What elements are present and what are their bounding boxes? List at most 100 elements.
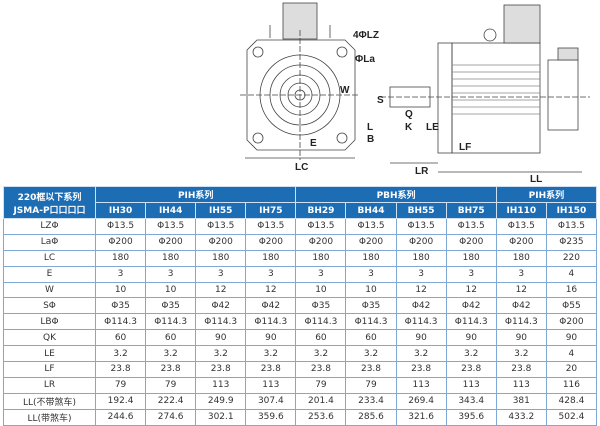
model-header: IH110 bbox=[495, 202, 547, 219]
label-l: L bbox=[367, 122, 373, 133]
label-le: LE bbox=[426, 122, 439, 133]
table-cell: 180 bbox=[395, 249, 447, 267]
table-cell: Φ200 bbox=[495, 233, 547, 251]
table-cell: Φ114.3 bbox=[345, 313, 397, 331]
table-row: LL(不带煞车) 192.4 222.4 249.9 307.4 201.4 233.4 26… bbox=[3, 392, 598, 410]
table-cell: 244.6 bbox=[94, 408, 147, 426]
table-cell: 180 bbox=[94, 249, 147, 267]
table-cell: 79 bbox=[345, 376, 397, 394]
table-cell: 23.8 bbox=[445, 361, 497, 378]
table-cell: Φ200 bbox=[94, 233, 147, 251]
table-cell: 3.2 bbox=[195, 345, 247, 363]
table-cell: Φ114.3 bbox=[495, 313, 547, 331]
table-cell: 220 bbox=[545, 249, 598, 267]
table-cell: Φ114.3 bbox=[245, 313, 297, 331]
table-cell: 502.4 bbox=[545, 408, 598, 426]
table-cell: 201.4 bbox=[295, 392, 347, 410]
table-cell: 253.6 bbox=[295, 408, 347, 426]
group-header: PIH系列 bbox=[495, 186, 598, 203]
table-cell: Φ114.3 bbox=[145, 313, 197, 331]
label-s: S bbox=[377, 95, 384, 106]
table-cell: 428.4 bbox=[545, 392, 598, 410]
label-4-lz: 4ΦLZ bbox=[353, 30, 379, 41]
table-cell: Φ200 bbox=[195, 233, 247, 251]
table-cell: 180 bbox=[345, 249, 397, 267]
table-cell: Φ42 bbox=[395, 297, 447, 315]
table-cell: 23.8 bbox=[195, 361, 247, 378]
table-cell: Φ35 bbox=[295, 297, 347, 315]
table-cell: 12 bbox=[395, 281, 447, 299]
model-header: BH44 bbox=[345, 202, 397, 219]
label-b: B bbox=[367, 134, 374, 145]
model-header: BH75 bbox=[445, 202, 497, 219]
side-view bbox=[380, 4, 590, 173]
table-cell: 113 bbox=[245, 376, 297, 394]
table-cell: 3.2 bbox=[245, 345, 297, 363]
row-label: LC bbox=[3, 249, 96, 267]
label-ll: LL bbox=[530, 174, 542, 185]
table-row: LF 23.8 23.8 23.8 23.8 23.8 23.8 23.8 23.8 23.8 20 bbox=[3, 361, 598, 378]
table-row: LBΦ Φ114.3 Φ114.3 Φ114.3 Φ114.3 Φ114.3 Φ114.3 Φ… bbox=[3, 313, 598, 331]
table-row: QK 60 60 90 90 60 60 90 90 90 90 bbox=[3, 329, 598, 347]
table-cell: Φ13.5 bbox=[145, 218, 197, 235]
table-cell: 90 bbox=[245, 329, 297, 347]
table-cell: 23.8 bbox=[295, 361, 347, 378]
label-q: Q bbox=[405, 109, 413, 120]
table-cell: 180 bbox=[145, 249, 197, 267]
table-cell: 10 bbox=[145, 281, 197, 299]
table-cell: 180 bbox=[245, 249, 297, 267]
model-header: IH150 bbox=[545, 202, 598, 219]
table-cell: 90 bbox=[495, 329, 547, 347]
table-cell: 321.6 bbox=[395, 408, 447, 426]
row-label: LZΦ bbox=[3, 218, 96, 235]
table-cell: 23.8 bbox=[495, 361, 547, 378]
row-label: LR bbox=[3, 376, 96, 394]
table-cell: 343.4 bbox=[445, 392, 497, 410]
motor-dimension-drawing: 4ΦLZ ΦLa W E LC S Q K L B LE LF LR LL bbox=[240, 2, 590, 185]
row-label: SΦ bbox=[3, 297, 96, 315]
table-cell: 4 bbox=[545, 265, 598, 283]
table-cell: Φ200 bbox=[445, 233, 497, 251]
label-k: K bbox=[405, 122, 413, 133]
table-row: SΦ Φ35 Φ35 Φ42 Φ42 Φ35 Φ35 Φ42 Φ42 Φ42 Φ55 bbox=[3, 297, 598, 315]
table-cell: Φ114.3 bbox=[445, 313, 497, 331]
model-header: IH55 bbox=[195, 202, 247, 219]
table-cell: Φ114.3 bbox=[395, 313, 447, 331]
table-cell: 3 bbox=[395, 265, 447, 283]
table-cell: 23.8 bbox=[345, 361, 397, 378]
table-cell: 113 bbox=[395, 376, 447, 394]
table-cell: Φ200 bbox=[145, 233, 197, 251]
table-cell: Φ114.3 bbox=[295, 313, 347, 331]
table-cell: 90 bbox=[545, 329, 598, 347]
table-cell: Φ35 bbox=[94, 297, 147, 315]
table-cell: 60 bbox=[145, 329, 197, 347]
table-row: LR 79 79 113 113 79 79 113 113 113 116 bbox=[3, 376, 598, 394]
table-cell: 3 bbox=[345, 265, 397, 283]
table-cell: 12 bbox=[245, 281, 297, 299]
table-cell: 3.2 bbox=[295, 345, 347, 363]
table-cell: Φ235 bbox=[545, 233, 598, 251]
table-cell: 359.6 bbox=[245, 408, 297, 426]
table-cell: 3 bbox=[445, 265, 497, 283]
table-cell: 4 bbox=[545, 345, 598, 363]
label-lf: LF bbox=[459, 142, 471, 153]
table-cell: 381 bbox=[495, 392, 547, 410]
table-cell: Φ13.5 bbox=[94, 218, 147, 235]
model-header: IH44 bbox=[145, 202, 197, 219]
table-row: LZΦ Φ13.5 Φ13.5 Φ13.5 Φ13.5 Φ13.5 Φ13.5 Φ13.5 Φ1… bbox=[3, 218, 598, 235]
table-cell: 60 bbox=[94, 329, 147, 347]
table-cell: 3 bbox=[94, 265, 147, 283]
table-cell: 79 bbox=[145, 376, 197, 394]
table-cell: 274.6 bbox=[145, 408, 197, 426]
table-cell: Φ200 bbox=[245, 233, 297, 251]
row-label: LL(不带煞车) bbox=[3, 392, 96, 410]
table-row: W 10 10 12 12 10 10 12 12 12 16 bbox=[3, 281, 598, 299]
table-cell: 233.4 bbox=[345, 392, 397, 410]
row-label: E bbox=[3, 265, 96, 283]
table-cell: Φ13.5 bbox=[245, 218, 297, 235]
label-w: W bbox=[340, 85, 350, 96]
table-cell: 20 bbox=[545, 361, 598, 378]
table-cell: Φ13.5 bbox=[395, 218, 447, 235]
table-cell: 222.4 bbox=[145, 392, 197, 410]
